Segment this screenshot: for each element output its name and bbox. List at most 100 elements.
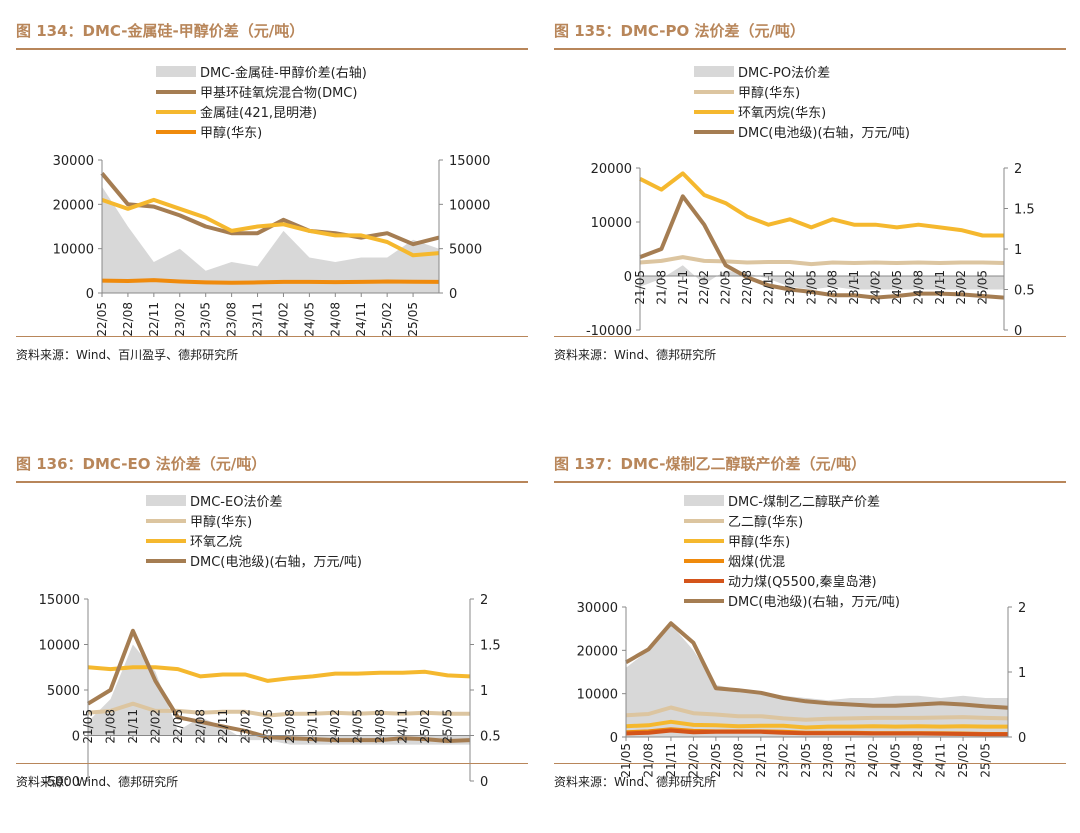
y2-tick-label: 0 [1014,324,1022,339]
legend-label: 乙二醇(华东) [728,514,803,530]
x-tick-label: 24/08 [328,302,342,337]
y2-tick-label: 0.5 [1014,284,1035,299]
legend-label: DMC-PO法价差 [738,66,830,81]
legend-label: 动力煤(Q5500,秦皇岛港) [728,574,877,590]
legend-label: DMC-EO法价差 [190,495,282,510]
legend-swatch [146,495,186,506]
x-tick-label: 23/05 [799,743,813,778]
source-divider [554,763,1066,764]
y-tick-label: 30000 [577,601,618,616]
x-tick-label: 22/05 [171,709,185,744]
x-tick-label: 23/08 [225,302,239,337]
x-tick-label: 24/05 [890,270,904,305]
source-divider [16,763,528,764]
x-tick-label: 23/11 [251,302,265,337]
legend-label: 环氧乙烷 [190,535,242,550]
x-tick-label: 22/08 [121,302,135,337]
x-tick-label: 24/11 [396,709,410,744]
legend-label: 金属硅(421,昆明港) [200,105,317,121]
x-tick-label: 22/02 [686,743,700,778]
x-tick-label: 21/08 [654,270,668,305]
x-tick-label: 23/11 [847,270,861,305]
series-line [639,171,1004,238]
y2-tick-label: 2 [480,593,488,608]
x-tick-label: 23/05 [199,302,213,337]
x-tick-label: 21/08 [641,743,655,778]
y-tick-label: 30000 [53,154,94,169]
y-tick-label: 5000 [47,684,80,699]
legend-label: 甲醇(华东) [728,534,790,550]
y-tick-label: -5000 [42,775,80,790]
y2-tick-label: 15000 [449,154,490,169]
source-divider [16,336,528,337]
x-tick-label: 24/08 [911,270,925,305]
series-line [625,705,1009,722]
x-tick-label: 21/11 [676,270,690,305]
series-line [639,255,1005,267]
y2-tick-label: 1 [1018,666,1026,681]
series-line [624,621,1009,710]
series-area [640,265,1004,290]
x-tick-label: 25/02 [954,270,968,305]
series-area [102,186,439,293]
y2-tick-label: 2 [1014,162,1022,177]
y2-tick-label: 1 [480,684,488,699]
x-tick-label: 21/11 [126,709,140,744]
x-tick-label: 24/11 [354,302,368,337]
y2-tick-label: 0 [480,775,488,790]
series-line [101,197,440,258]
legend-label: DMC-煤制乙二醇联产价差 [728,494,880,510]
title-divider [554,48,1066,50]
x-tick-label: 22/08 [740,270,754,305]
legend-swatch [694,66,734,77]
y-tick-label: 0 [86,287,94,302]
legend-label: DMC(电池级)(右轴，万元/吨) [728,595,900,610]
legend-label: 烟煤(优混 [728,555,785,570]
x-tick-label: 24/02 [866,743,880,778]
legend-label: DMC(电池级)(右轴，万元/吨) [738,126,910,141]
y2-tick-label: 0.5 [480,730,501,745]
series-line [101,278,440,285]
x-tick-label: 24/02 [869,270,883,305]
x-tick-label: 23/11 [844,743,858,778]
y-tick-label: 0 [624,270,632,285]
chart-source: 资料来源：Wind、德邦研究所 [16,775,179,789]
x-tick-label: 25/05 [441,709,455,744]
x-tick-label: 24/08 [373,709,387,744]
x-tick-label: 22/08 [731,743,745,778]
legend-label: 甲醇(华东) [738,85,800,101]
y2-tick-label: 1.5 [480,639,501,654]
x-tick-label: 25/02 [380,302,394,337]
y-tick-label: 20000 [53,198,94,213]
x-tick-label: 21/08 [103,709,117,744]
source-divider [554,336,1066,337]
x-tick-label: 23/08 [821,743,835,778]
x-tick-label: 24/02 [276,302,290,337]
series-line [639,194,1005,300]
x-tick-label: 22/05 [95,302,109,337]
y-tick-label: 0 [610,731,618,746]
x-tick-label: 23/02 [776,743,790,778]
y-tick-label: 10000 [577,688,618,703]
y2-tick-label: 0 [449,287,457,302]
y2-tick-label: 5000 [449,243,482,258]
x-tick-label: 21/05 [619,743,633,778]
x-tick-label: 23/05 [261,709,275,744]
chart-title: 图 135：DMC-PO 法价差（元/吨） [554,22,805,40]
y2-tick-label: 10000 [449,198,490,213]
x-tick-label: 24/08 [911,743,925,778]
x-tick-label: 24/05 [889,743,903,778]
series-line [625,719,1008,730]
x-tick-label: 22/11 [147,302,161,337]
chart-source: 资料来源：Wind、德邦研究所 [554,775,717,789]
y-tick-label: -10000 [586,324,632,339]
chart-source: 资料来源：Wind、德邦研究所 [554,348,717,362]
series-area [626,624,1008,737]
y-tick-label: 20000 [591,162,632,177]
series-line [100,172,440,247]
legend-label: 甲醇(华东) [200,125,262,141]
x-tick-label: 23/02 [173,302,187,337]
title-divider [554,481,1066,483]
